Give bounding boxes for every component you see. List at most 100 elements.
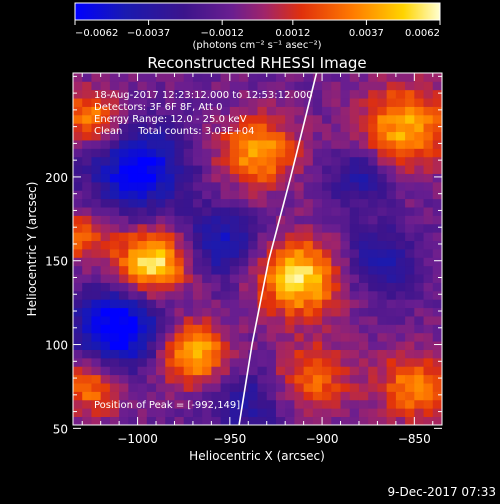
heatmap-cell — [220, 148, 231, 158]
heatmap-cell — [275, 416, 286, 425]
heatmap-cell — [192, 257, 203, 267]
heatmap-cell — [100, 274, 111, 283]
heatmap-cell — [248, 106, 258, 116]
heatmap-cell — [432, 299, 442, 309]
heatmap-cell — [257, 123, 268, 133]
heatmap-cell — [395, 307, 406, 317]
heatmap-cell — [395, 416, 406, 425]
heatmap-cell — [202, 307, 212, 317]
heatmap-cell — [82, 366, 92, 376]
heatmap-cell — [137, 114, 148, 124]
heatmap-cell — [229, 416, 240, 425]
heatmap-cell — [322, 165, 332, 174]
heatmap-cell — [73, 290, 83, 300]
heatmap-cell — [109, 98, 120, 107]
heatmap-cell — [100, 391, 111, 401]
heatmap-cell — [312, 123, 323, 133]
heatmap-cell — [285, 257, 295, 267]
heatmap-cell — [377, 307, 388, 317]
heatmap-cell — [386, 98, 397, 107]
heatmap-cell — [432, 374, 442, 384]
heatmap-cell — [192, 307, 203, 317]
heatmap-cell — [73, 73, 83, 82]
heatmap-cell — [340, 349, 351, 359]
heatmap-cell — [202, 89, 212, 99]
heatmap-cell — [239, 307, 249, 317]
heatmap-cell — [146, 73, 157, 82]
heatmap-cell — [358, 223, 369, 233]
heatmap-cell — [266, 173, 277, 183]
heatmap-cell — [358, 89, 369, 99]
heatmap-cell — [137, 131, 148, 141]
heatmap-cell — [100, 173, 111, 183]
heatmap-cell — [192, 198, 203, 208]
heatmap-cell — [165, 366, 175, 376]
heatmap-cell — [414, 408, 424, 418]
heatmap-cell — [220, 265, 231, 275]
heatmap-cell — [331, 357, 341, 367]
heatmap-cell — [128, 232, 138, 242]
heatmap-cell — [239, 316, 249, 325]
heatmap-cell — [423, 290, 434, 300]
heatmap-cell — [432, 131, 442, 141]
heatmap-cell — [257, 416, 268, 425]
heatmap-cell — [174, 215, 185, 225]
heatmap-cell — [405, 114, 415, 124]
heatmap-cell — [303, 341, 314, 350]
heatmap-cell — [100, 399, 111, 409]
heatmap-cell — [386, 181, 397, 191]
heatmap-cell — [192, 324, 203, 334]
heatmap-cell — [229, 165, 240, 174]
heatmap-cell — [312, 190, 323, 200]
heatmap-cell — [340, 106, 351, 116]
heatmap-cell — [349, 114, 360, 124]
heatmap-cell — [128, 349, 138, 359]
heatmap-cell — [73, 416, 83, 425]
heatmap-cell — [156, 416, 166, 425]
heatmap-cell — [358, 374, 369, 384]
y-tick-label: 100 — [45, 339, 68, 353]
heatmap-cell — [303, 215, 314, 225]
heatmap-cell — [248, 114, 258, 124]
heatmap-cell — [119, 140, 129, 149]
heatmap-cell — [414, 265, 424, 275]
colorbar-tick-label: 0.0037 — [349, 28, 384, 39]
heatmap-cell — [414, 341, 424, 350]
heatmap-cell — [211, 198, 221, 208]
heatmap-cell — [322, 383, 332, 392]
heatmap-cell — [156, 290, 166, 300]
heatmap-cell — [119, 89, 129, 99]
heatmap-cell — [312, 366, 323, 376]
heatmap-cell — [146, 357, 157, 367]
heatmap-cell — [211, 73, 221, 82]
heatmap-cell — [211, 265, 221, 275]
heatmap-cell — [377, 391, 388, 401]
heatmap-cell — [73, 165, 83, 174]
heatmap-cell — [275, 140, 286, 149]
heatmap-cell — [229, 240, 240, 250]
heatmap-cell — [368, 123, 378, 133]
heatmap-cell — [340, 357, 351, 367]
heatmap-cell — [128, 249, 138, 258]
heatmap-cell — [239, 114, 249, 124]
heatmap-cell — [220, 391, 231, 401]
heatmap-cell — [312, 223, 323, 233]
heatmap-cell — [395, 173, 406, 183]
heatmap-cell — [432, 357, 442, 367]
heatmap-cell — [239, 374, 249, 384]
heatmap-cell — [73, 249, 83, 258]
heatmap-cell — [109, 332, 120, 342]
heatmap-cell — [358, 299, 369, 309]
heatmap-cell — [156, 156, 166, 166]
heatmap-cell — [174, 290, 185, 300]
heatmap-cell — [109, 81, 120, 91]
heatmap-cell — [386, 290, 397, 300]
heatmap-cell — [266, 240, 277, 250]
heatmap-cell — [229, 81, 240, 91]
heatmap-cell — [423, 140, 434, 149]
heatmap-cell — [229, 383, 240, 392]
heatmap-cell — [192, 114, 203, 124]
colorbar-tick-label: 0.0012 — [275, 28, 310, 39]
heatmap-cell — [386, 148, 397, 158]
heatmap-cell — [340, 165, 351, 174]
